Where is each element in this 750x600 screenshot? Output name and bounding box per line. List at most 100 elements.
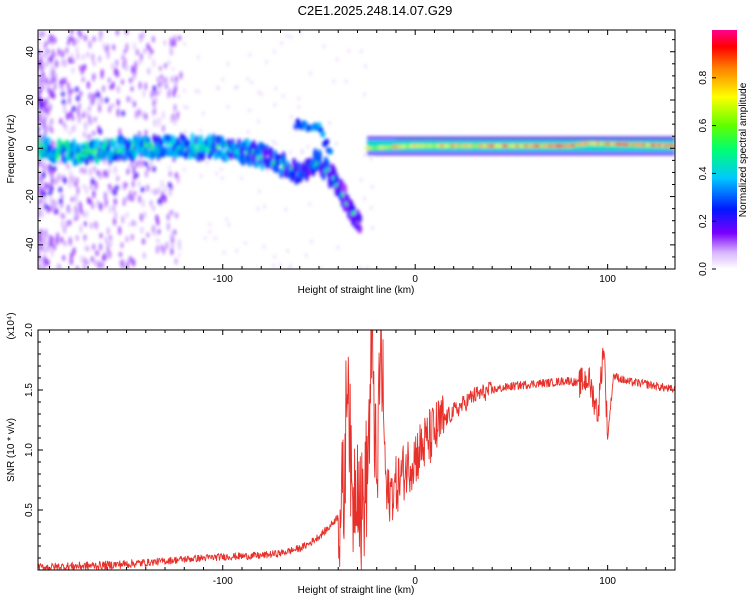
noise-speckle: [82, 262, 86, 269]
noise-speckle: [44, 61, 48, 68]
snr-x-tick-label: 0: [412, 576, 418, 587]
noise-speckle: [106, 227, 110, 236]
noise-speckle: [85, 185, 89, 195]
spectrogram-x-tick-label: -100: [213, 274, 233, 285]
spectral-peak: [91, 151, 95, 156]
noise-speckle: [235, 248, 238, 253]
noise-speckle: [221, 77, 225, 82]
snr-y-tick-label: 0.5: [24, 503, 35, 517]
noise-speckle: [163, 194, 167, 203]
spectral-blob: [316, 122, 322, 129]
noise-speckle: [63, 240, 67, 247]
noise-speckle: [227, 222, 231, 227]
noise-speckle: [79, 65, 83, 71]
noise-speckle: [39, 198, 42, 205]
noise-speckle: [50, 248, 54, 257]
noise-speckle: [121, 110, 126, 117]
noise-speckle: [65, 111, 69, 121]
noise-speckle: [272, 263, 275, 268]
noise-speckle: [139, 36, 143, 43]
noise-speckle: [360, 49, 363, 54]
noise-speckle: [91, 53, 95, 62]
noise-speckle: [175, 212, 179, 219]
noise-speckle: [58, 159, 62, 166]
noise-speckle: [138, 159, 142, 166]
noise-speckle: [289, 264, 293, 268]
spectrogram-axes: -100 0 100 -40 -20 0 20 40: [25, 30, 675, 285]
noise-speckle: [199, 128, 203, 133]
noise-speckle: [163, 185, 167, 194]
noise-speckle: [164, 62, 168, 69]
colorbar-tick-label: 0.0: [698, 262, 709, 276]
noise-speckle: [122, 181, 126, 191]
noise-speckle: [52, 35, 55, 43]
noise-speckle: [225, 217, 229, 222]
noise-speckle: [131, 65, 134, 74]
noise-speckle: [68, 56, 72, 64]
noise-speckle: [95, 249, 99, 257]
noise-speckle: [156, 218, 160, 226]
colorbar-ticks: 0.0 0.2 0.4 0.6 0.8: [698, 70, 716, 276]
noise-speckle: [119, 260, 123, 266]
spectral-blob: [357, 213, 362, 224]
noise-speckle: [92, 243, 96, 251]
noise-speckle: [60, 212, 64, 219]
noise-speckle: [126, 95, 130, 103]
noise-speckle: [88, 92, 92, 101]
noise-speckle: [131, 180, 135, 188]
noise-speckle: [142, 252, 146, 259]
noise-speckle: [95, 221, 99, 231]
noise-speckle: [106, 244, 110, 254]
noise-speckle: [112, 204, 116, 212]
noise-speckle: [79, 90, 83, 97]
spectrogram-frame: [37, 29, 676, 270]
noise-speckle: [90, 256, 94, 263]
noise-speckle: [76, 214, 80, 221]
noise-speckle: [152, 99, 156, 108]
noise-speckle: [155, 245, 159, 254]
noise-speckle: [106, 240, 110, 247]
noise-speckle: [290, 114, 293, 119]
noise-speckle: [363, 92, 366, 97]
noise-speckle: [141, 198, 145, 208]
noise-speckle: [81, 76, 85, 83]
noise-speckle: [38, 39, 41, 47]
noise-speckle: [41, 172, 46, 179]
noise-speckle: [70, 109, 73, 118]
noise-speckle: [159, 243, 163, 252]
noise-speckle: [137, 180, 141, 188]
noise-speckle: [183, 41, 186, 46]
noise-speckle: [48, 234, 52, 240]
noise-speckle: [359, 265, 362, 269]
noise-speckle: [273, 254, 277, 259]
noise-speckle: [155, 90, 159, 97]
noise-speckle: [98, 128, 103, 135]
noise-speckle: [137, 108, 141, 117]
noise-speckle: [84, 34, 87, 42]
noise-speckle: [222, 250, 226, 255]
noise-speckle: [81, 211, 85, 218]
spectral-blob: [342, 183, 348, 195]
noise-speckle: [125, 42, 129, 52]
noise-speckle: [177, 253, 181, 258]
noise-speckle: [247, 129, 250, 134]
spectrogram-y-tick-label: -40: [25, 237, 36, 252]
noise-speckle: [271, 139, 275, 144]
noise-speckle: [106, 50, 110, 59]
spectral-blob: [328, 148, 333, 155]
noise-speckle: [120, 242, 124, 249]
noise-speckle: [55, 59, 59, 68]
noise-speckle: [101, 255, 105, 261]
noise-speckle: [364, 64, 367, 69]
noise-speckle: [258, 189, 261, 194]
noise-speckle: [208, 222, 212, 227]
colorbar-label: Normalized spectral amplitude: [738, 82, 749, 217]
noise-speckle: [58, 186, 63, 193]
noise-speckle: [43, 164, 47, 174]
noise-speckle: [369, 205, 373, 210]
noise-speckle: [63, 77, 67, 85]
noise-speckle: [319, 266, 322, 269]
spectral-blob: [334, 174, 339, 184]
noise-speckle: [125, 235, 129, 243]
noise-speckle: [46, 107, 50, 116]
